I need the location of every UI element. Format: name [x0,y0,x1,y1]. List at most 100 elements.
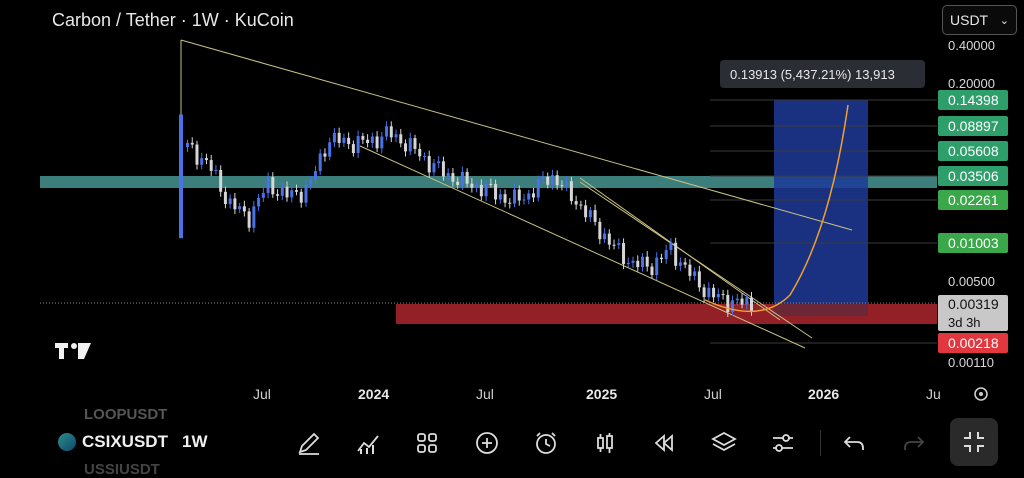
candle [351,144,355,154]
candle [498,194,502,200]
symbol-prev[interactable]: LOOPUSDT [84,406,168,423]
symbol-selector[interactable]: CSIXUSDT [58,432,168,452]
plus-circle-icon [476,432,498,454]
symbol-label: CSIXUSDT [82,432,168,451]
countdown-label: 3d 3h [948,315,981,330]
candle [569,181,573,202]
x-tick-label: Jul [253,386,271,402]
candle [517,189,521,201]
candle [304,184,308,203]
candle [356,136,360,154]
candle [460,171,464,185]
price-badge-label: 0.08897 [948,118,999,134]
candle [721,294,725,296]
candle [427,156,431,173]
candle [247,211,251,228]
candle [366,139,370,143]
current-price-label: 0.00319 [948,296,999,312]
candle [550,175,554,185]
candle [607,233,611,245]
add-button[interactable] [469,425,505,461]
candle [380,136,384,149]
chart-type-button[interactable] [587,425,623,461]
candle [707,287,711,298]
level-lines [710,99,937,344]
candle [186,142,189,147]
undo-button[interactable] [836,425,872,461]
candle [323,153,327,157]
candle [261,192,265,198]
candle [669,242,673,251]
candles [179,114,753,317]
candle [238,206,242,210]
chart-area[interactable]: 0.13913 (5,437.21%) 13,913 0.40000 0.2000… [0,0,1024,410]
draw-tool-button[interactable] [291,425,327,461]
redo-button[interactable] [896,425,932,461]
candle [200,158,204,165]
alarm-icon [536,432,556,454]
alert-button[interactable] [528,425,564,461]
candle [650,266,654,275]
candle [631,260,635,263]
candle [626,262,630,265]
candle [408,138,412,152]
layers-button[interactable] [706,425,742,461]
candle [389,126,393,138]
candle [413,138,417,149]
candle [640,256,644,268]
candle [479,184,483,197]
replay-button[interactable] [646,425,682,461]
candle [598,221,602,240]
measure-tooltip-bg [720,60,925,88]
fullscreen-button[interactable] [950,418,998,466]
wedge-lower-line [579,181,813,339]
indicators-button[interactable] [350,425,386,461]
candle [531,193,535,198]
candle [712,287,716,298]
y-axis: 0.40000 0.20000 0.00500 0.00110 0.14398 0.088… [938,38,1008,370]
candle [446,173,450,177]
candle [280,186,284,196]
interval-button[interactable]: 1W [182,432,208,451]
currency-select[interactable]: USDT ⌄ [942,5,1017,35]
candle [219,169,223,192]
y-tick-label: 0.20000 [948,76,995,91]
sliders-icon [773,434,793,452]
candle [242,206,246,212]
price-badge-label: 0.00218 [948,335,999,351]
settings-button[interactable] [765,425,801,461]
candle [541,176,545,180]
candle [579,204,583,206]
candle [584,205,588,218]
price-badge [938,333,1008,353]
candle [522,199,526,201]
currency-label: USDT [950,12,989,28]
candle [266,177,270,193]
candle [674,242,678,266]
candle [257,197,261,207]
candle [750,297,753,312]
candle [484,183,488,197]
candles-icon [597,433,613,453]
candle [385,126,389,137]
candle [546,176,550,185]
candle [560,185,564,187]
candle [697,271,701,288]
price-badge-label: 0.05608 [948,143,999,159]
price-badge-label: 0.03506 [948,168,999,184]
candle [489,183,493,185]
candle [664,250,668,260]
candle [683,262,687,265]
templates-button[interactable] [409,425,445,461]
symbol-next[interactable]: USSIUSDT [84,461,160,478]
x-tick-label: 2024 [358,386,389,402]
candle [451,173,455,182]
candle [494,184,498,200]
candle [702,287,706,298]
upper-trend-line [180,39,853,231]
axis-settings-icon[interactable] [974,387,988,401]
candle [337,132,341,143]
chart-title: Carbon / Tether · 1W · KuCoin [52,10,294,30]
candle [190,142,194,145]
candle [603,233,607,240]
